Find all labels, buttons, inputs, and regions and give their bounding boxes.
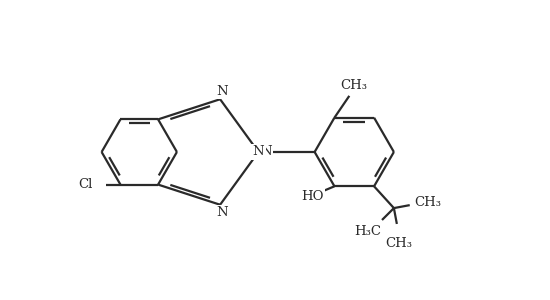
Text: N: N — [252, 146, 264, 158]
Text: N: N — [217, 85, 228, 98]
Text: N: N — [217, 206, 228, 219]
Text: H₃C: H₃C — [355, 225, 382, 239]
Text: CH₃: CH₃ — [386, 237, 412, 250]
Text: HO: HO — [301, 190, 324, 203]
Text: CH₃: CH₃ — [414, 196, 441, 209]
Text: N: N — [261, 146, 272, 158]
Text: CH₃: CH₃ — [340, 80, 367, 92]
Text: Cl: Cl — [78, 178, 93, 191]
